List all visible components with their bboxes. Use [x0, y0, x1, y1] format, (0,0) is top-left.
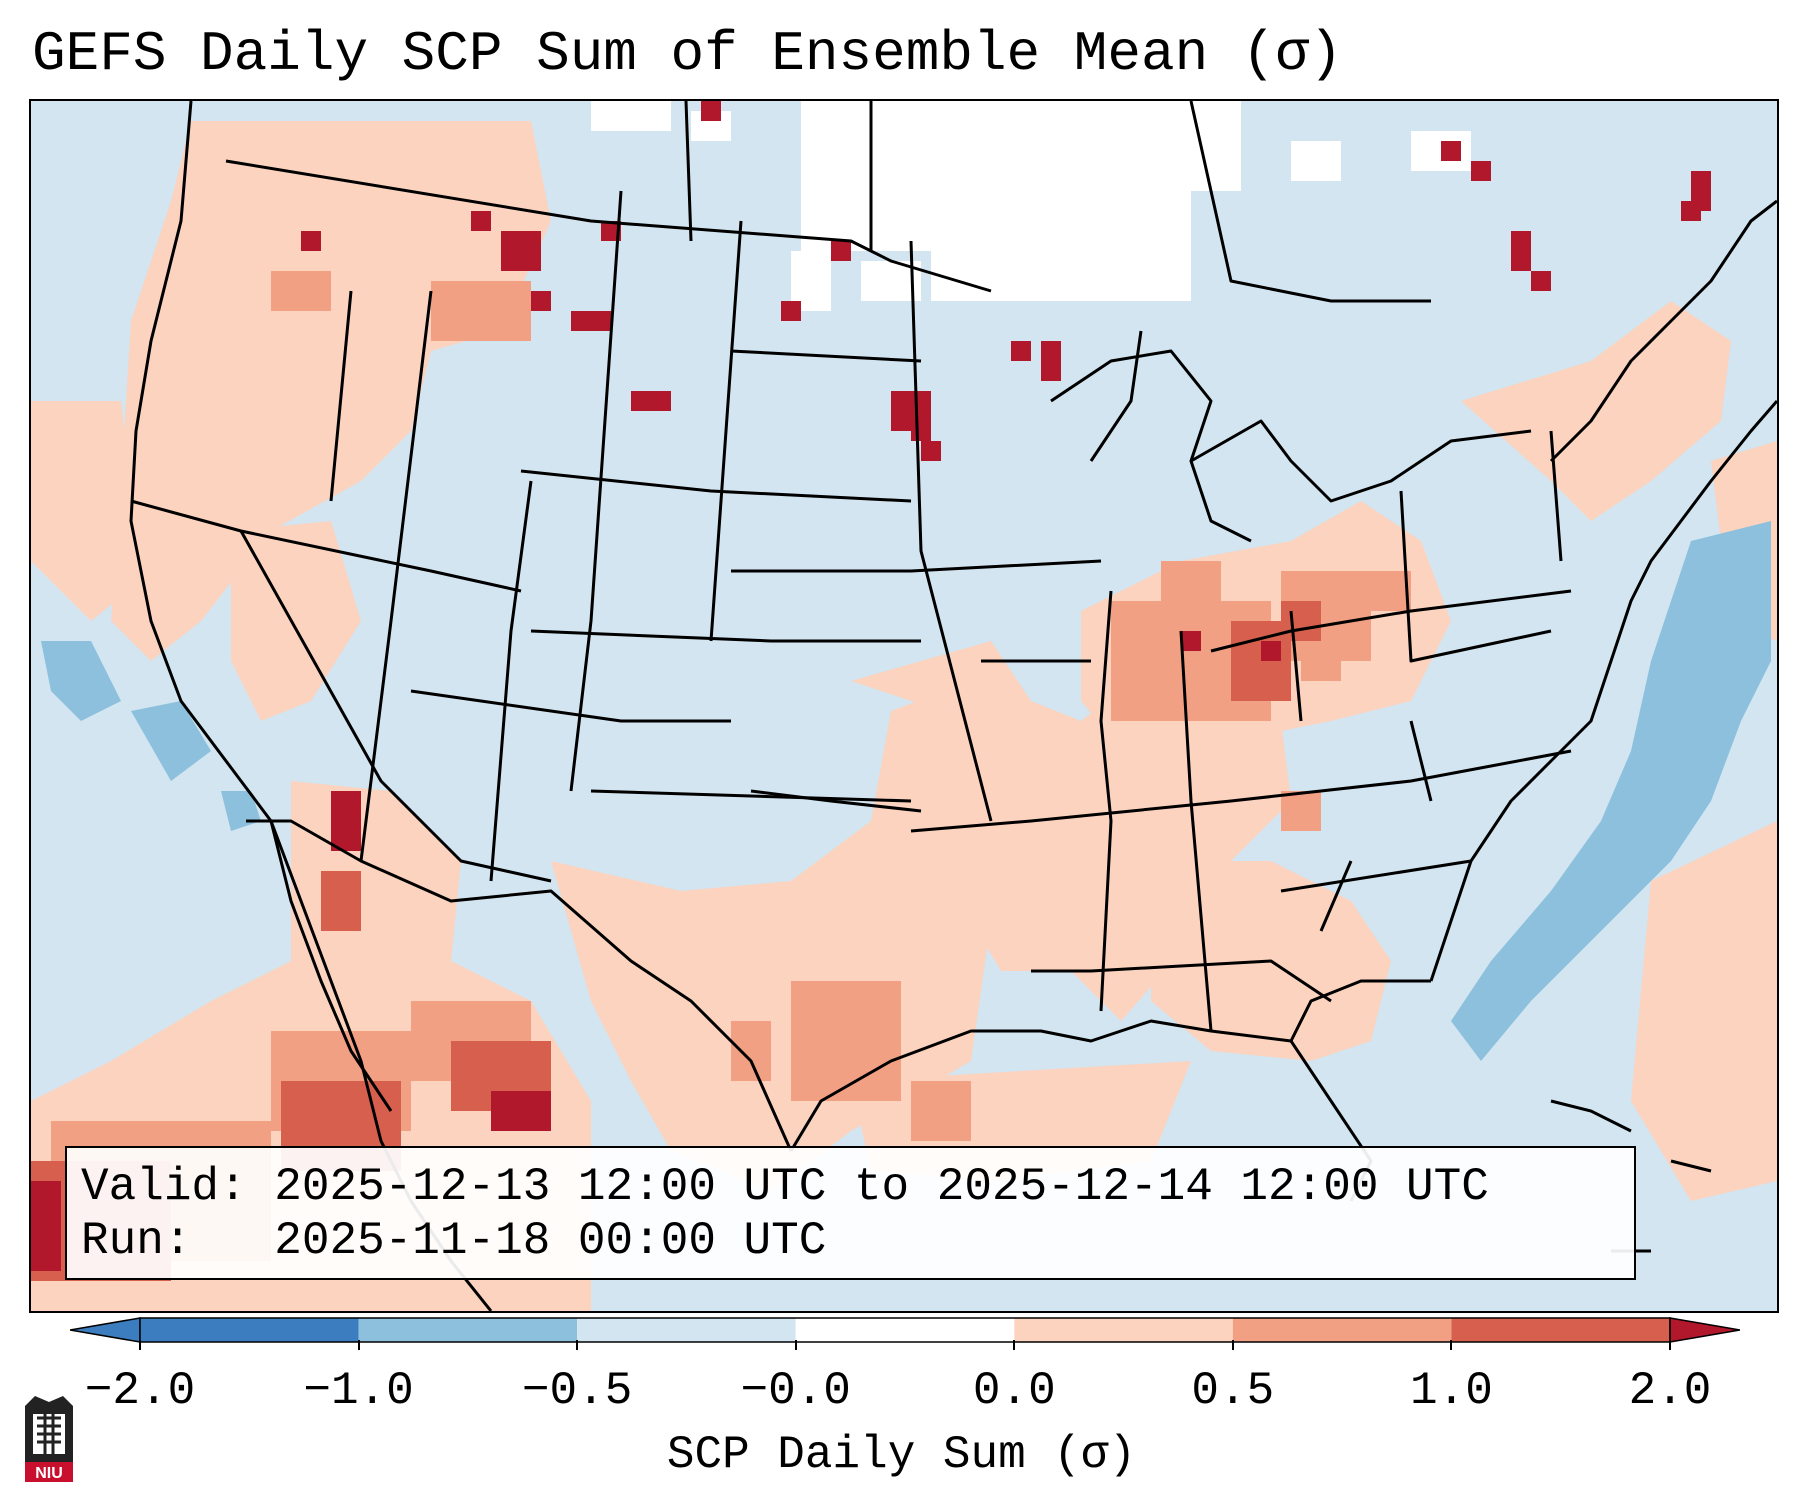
niu-logo-icon: NIU: [25, 1396, 73, 1482]
colorbar-tick: [357, 1340, 360, 1350]
colorbar-segment: [1014, 1318, 1233, 1342]
chart-title: GEFS Daily SCP Sum of Ensemble Mean (σ): [32, 22, 1343, 86]
valid-label: Valid:: [81, 1161, 247, 1213]
colorbar-tick-label: 0.0: [972, 1365, 1056, 1417]
colorbar-tick-label: −0.5: [521, 1365, 633, 1417]
boundary-lines: [129, 101, 1777, 1311]
colorbar-tick: [1450, 1340, 1453, 1350]
colorbar-outline: [139, 1317, 1671, 1343]
colorbar-segment: [577, 1318, 796, 1342]
colorbar-tick-label: −2.0: [84, 1365, 196, 1417]
colorbar-tick: [139, 1340, 141, 1350]
colorbar-extend-low: [70, 1317, 141, 1343]
colorbar-tick: [576, 1340, 579, 1350]
colorbar-tick: [1013, 1340, 1016, 1350]
colorbar-label: SCP Daily Sum (σ): [666, 1429, 1137, 1481]
colorbar-tick-label: 2.0: [1628, 1365, 1712, 1417]
logo-text: NIU: [35, 1465, 63, 1482]
colorbar-tick: [794, 1340, 797, 1350]
neutral-region: [591, 101, 1471, 311]
colorbar-segment: [1232, 1318, 1452, 1342]
run-label: Run:: [81, 1215, 192, 1267]
colorbar-extend-high: [1669, 1317, 1740, 1343]
valid-line: Valid: 2025-12-13 12:00 UTC to 2025-12-1…: [81, 1160, 1620, 1214]
info-box: Valid: 2025-12-13 12:00 UTC to 2025-12-1…: [65, 1146, 1636, 1280]
colorbar-segment: [1451, 1318, 1670, 1342]
run-value: 2025-11-18 00:00 UTC: [274, 1215, 827, 1267]
map-panel: [29, 99, 1779, 1313]
scp-map: [31, 101, 1777, 1311]
colorbar-segment: [358, 1318, 578, 1342]
colorbar-tick: [1669, 1340, 1671, 1350]
colorbar-tick-label: 0.5: [1191, 1365, 1275, 1417]
colorbar-tick: [1231, 1340, 1234, 1350]
colorbar-tick-label: 1.0: [1410, 1365, 1493, 1417]
colorbar-ticks: −2.0 −1.0 −0.5 −0.0 0.0 0.5 1.0 2.0: [0, 1340, 1803, 1416]
extreme-positive-specks: [31, 101, 1711, 1271]
colorbar-segment: [795, 1318, 1015, 1342]
colorbar-tick-label: −1.0: [303, 1365, 414, 1417]
colorbar: [70, 1317, 1740, 1343]
colorbar-segment: [140, 1318, 359, 1342]
valid-value: 2025-12-13 12:00 UTC to 2025-12-14 12:00…: [274, 1161, 1489, 1213]
colorbar-tick-label: −0.0: [740, 1365, 851, 1417]
moderate-negative-region: [41, 521, 1771, 1061]
run-line: Run: 2025-11-18 00:00 UTC: [81, 1214, 1620, 1268]
